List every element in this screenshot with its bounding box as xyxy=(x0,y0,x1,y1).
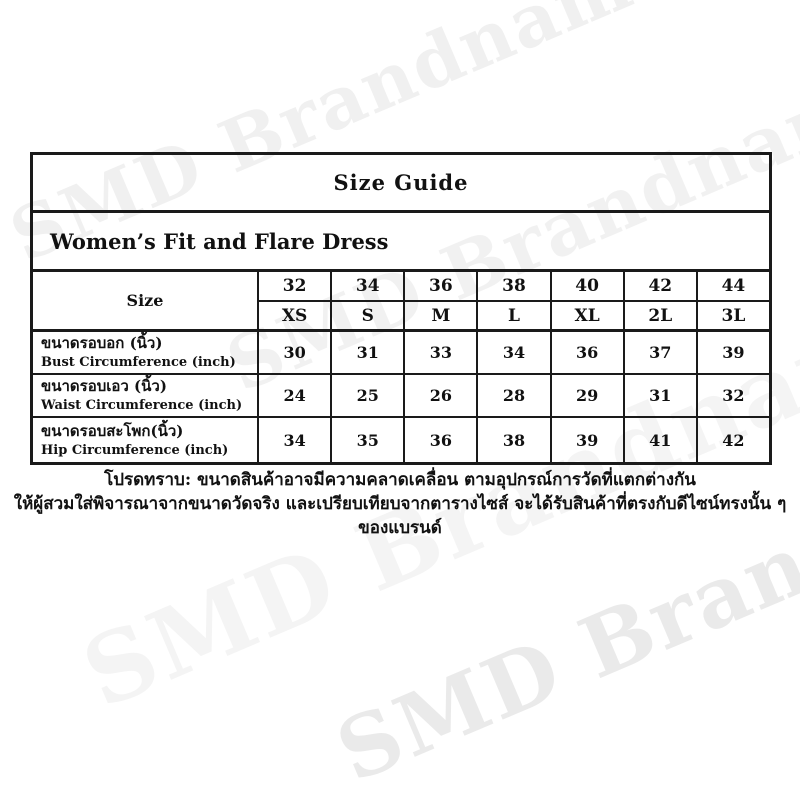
value-cell: 25 xyxy=(332,375,406,416)
value-cell: 38 xyxy=(478,418,552,462)
size-number-row: 32 34 36 38 40 42 44 xyxy=(259,272,769,302)
value-cell: 33 xyxy=(405,332,479,373)
product-name: Women’s Fit and Flare Dress xyxy=(50,228,389,254)
row-label-thai: ขนาดรอบเอว (นิ้ว) xyxy=(41,377,167,395)
value-cell: 26 xyxy=(405,375,479,416)
size-letter-cell: 3L xyxy=(721,305,746,326)
size-number-cell: 44 xyxy=(721,276,746,296)
size-letter-cell: M xyxy=(405,302,479,329)
product-name-row: Women’s Fit and Flare Dress xyxy=(33,213,769,272)
value-cell: 24 xyxy=(259,375,333,416)
value-cell: 31 xyxy=(332,332,406,373)
value-cell: 36 xyxy=(405,418,479,462)
disclaimer-line-1: โปรดทราบ: ขนาดสินค้าอาจมีความคลาดเคลื่อน… xyxy=(104,470,696,490)
table-row-waist: ขนาดรอบเอว (นิ้ว) Waist Circumference (i… xyxy=(33,375,769,418)
disclaimer-line-2: ให้ผู้สวมใส่พิจารณาจากขนาดวัดจริง และเปร… xyxy=(13,494,787,538)
value-cell: 31 xyxy=(625,375,698,416)
value-cell: 34 xyxy=(259,418,333,462)
size-guide-title: Size Guide xyxy=(333,170,469,195)
size-letter-cell: XL xyxy=(552,302,625,329)
value-cell: 37 xyxy=(625,332,698,373)
row-label-english: Hip Circumference (inch) xyxy=(41,442,229,458)
row-label-english: Bust Circumference (inch) xyxy=(41,355,236,370)
disclaimer-note: โปรดทราบ: ขนาดสินค้าอาจมีความคลาดเคลื่อน… xyxy=(0,468,800,540)
size-number-cell: 42 xyxy=(625,272,698,300)
size-guide-table: Size Guide Women’s Fit and Flare Dress S… xyxy=(30,152,772,465)
value-cell: 41 xyxy=(625,418,698,462)
value-cell: 39 xyxy=(722,343,745,362)
size-number-cell: 38 xyxy=(478,272,552,300)
row-label-thai: ขนาดรอบอก (นิ้ว) xyxy=(41,334,163,352)
row-label-cell: ขนาดรอบเอว (นิ้ว) Waist Circumference (i… xyxy=(33,375,259,416)
value-cell: 35 xyxy=(332,418,406,462)
size-letter-cell: S xyxy=(332,302,406,329)
table-row-bust: ขนาดรอบอก (นิ้ว) Bust Circumference (inc… xyxy=(33,332,769,375)
table-header: Size 32 34 36 38 40 42 44 XS S M L XL xyxy=(33,272,769,332)
value-cell: 39 xyxy=(552,418,625,462)
value-cell: 28 xyxy=(478,375,552,416)
size-header-label: Size xyxy=(126,291,164,310)
row-label-english: Waist Circumference (inch) xyxy=(41,398,243,413)
size-number-cell: 34 xyxy=(332,272,406,300)
value-cell: 42 xyxy=(722,430,745,450)
size-columns-header: 32 34 36 38 40 42 44 XS S M L XL 2L 3L xyxy=(259,272,769,329)
table-title-row: Size Guide xyxy=(33,155,769,213)
row-label-thai: ขนาดรอบสะโพก(นิ้ว) xyxy=(41,421,184,440)
value-cell: 34 xyxy=(478,332,552,373)
size-number-cell: 36 xyxy=(405,272,479,300)
size-letter-cell: XS xyxy=(259,302,333,329)
size-number-cell: 32 xyxy=(259,272,333,300)
size-letter-row: XS S M L XL 2L 3L xyxy=(259,302,769,329)
table-row-hip: ขนาดรอบสะโพก(นิ้ว) Hip Circumference (in… xyxy=(33,418,769,462)
row-label-cell: ขนาดรอบสะโพก(นิ้ว) Hip Circumference (in… xyxy=(33,418,259,462)
value-cell: 32 xyxy=(722,386,745,405)
size-letter-cell: L xyxy=(478,302,552,329)
size-number-cell: 40 xyxy=(552,272,625,300)
size-letter-cell: 2L xyxy=(625,302,698,329)
value-cell: 30 xyxy=(259,332,333,373)
size-header-cell: Size xyxy=(33,272,259,329)
value-cell: 36 xyxy=(552,332,625,373)
row-label-cell: ขนาดรอบอก (นิ้ว) Bust Circumference (inc… xyxy=(33,332,259,373)
value-cell: 29 xyxy=(552,375,625,416)
